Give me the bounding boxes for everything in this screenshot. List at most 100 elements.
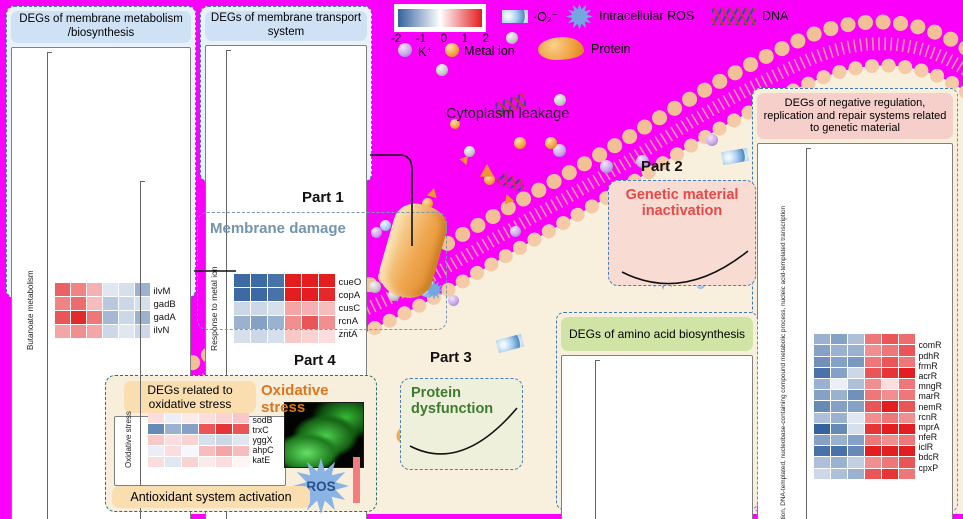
heatmap-cell (813, 345, 830, 356)
heatmap-cell (147, 445, 164, 456)
heatmap-cell (847, 356, 864, 367)
heatmap-cell (864, 468, 881, 479)
membrane-transport-panel: DEGs of membrane transport system Respon… (200, 6, 372, 519)
group-bracket (225, 50, 231, 519)
heatmap-cell (284, 288, 301, 301)
heatmap-cell (881, 446, 898, 457)
heatmap-cell (284, 330, 301, 343)
colorbar-tick: -2 (391, 33, 402, 45)
gene-label: zntA (338, 329, 358, 340)
heatmap-cell (164, 445, 181, 456)
group-bracket (594, 360, 600, 519)
dna-icon (712, 7, 756, 25)
heatmap-cell (134, 283, 150, 296)
heatmap-cell (830, 412, 847, 423)
heatmap-cell (70, 325, 86, 338)
heatmap-cell (250, 330, 267, 343)
heatmap-cell (267, 330, 284, 343)
heatmap-cell (847, 434, 864, 446)
heatmap-cell (864, 446, 881, 457)
heatmap-cell (898, 379, 915, 390)
heatmap-cell (86, 325, 102, 338)
gene-label: acrR (918, 370, 938, 381)
heatmap-cell (198, 445, 215, 456)
gene-label: ilvN (153, 324, 170, 336)
dna-label: DNA (762, 9, 789, 23)
heatmap-cell (181, 456, 198, 467)
heatmap-cell (284, 316, 301, 329)
heatmap-cell (881, 379, 898, 390)
protein-icon (538, 37, 584, 60)
heatmap-cell (301, 330, 318, 343)
heatmap-cell (813, 401, 830, 412)
heatmap-cell (284, 274, 301, 287)
metal-ion-icon (484, 174, 495, 185)
heatmap-cell (830, 468, 847, 479)
intracellular-ros-label: Intracellular ROS (599, 9, 695, 23)
heatmap-cell (847, 423, 864, 434)
heatmap-cell (215, 423, 232, 434)
gene-label: trxC (252, 424, 269, 435)
heatmap-cell (198, 456, 215, 467)
part3-title: Protein dysfunction (411, 385, 494, 417)
colorbar-tick: 2 (482, 33, 489, 45)
gene-label: sodB (252, 414, 273, 425)
part2-label: Part 2 (641, 158, 683, 175)
metal-ion-icon (545, 137, 557, 149)
heatmap-cell (70, 297, 86, 310)
heatmap-cell (898, 412, 915, 423)
gene-label: mprA (918, 421, 940, 432)
lipid-head-icon (554, 94, 566, 106)
heatmap-cell (102, 297, 118, 310)
heatmap-cell (830, 446, 847, 457)
heatmap-cell (54, 325, 70, 338)
heatmap-cell (830, 356, 847, 367)
part4-oxidative-stress-box: DEGs related to oxidative stress Oxidati… (105, 181, 377, 519)
genetic-material-heatmap: Negative regulation of transcription, DN… (757, 143, 953, 519)
ros-intensity-bar (353, 457, 360, 503)
heatmap-cell (164, 456, 181, 467)
heatmap-cell (847, 367, 864, 379)
amino-acid-panel: DEGs of amino acid biosynthesis Biosynth… (556, 312, 758, 519)
heatmap-cell (54, 311, 70, 324)
heatmap-cell (54, 297, 70, 310)
lipid-head-icon (436, 64, 448, 76)
gene-label: nemR (918, 401, 942, 412)
ros-burst-label: ROS (306, 478, 336, 494)
heatmap-cell (267, 274, 284, 287)
gene-label: cusC (338, 303, 361, 314)
part4-label: Part 4 (294, 352, 336, 369)
heatmap-cell (864, 367, 881, 379)
gene-label: iclR (918, 442, 934, 453)
potassium-ion-icon (636, 155, 649, 168)
part3-protein-dysfunction-box: Protein dysfunction (400, 378, 523, 470)
heatmap-cell (215, 434, 232, 445)
heatmap-cell (134, 311, 150, 324)
lipid-head-icon (464, 146, 475, 157)
heatmap-cell (118, 283, 134, 296)
heatmap-cell (864, 356, 881, 367)
membrane-metabolism-title: DEGs of membrane metabolism /biosynthesi… (11, 11, 191, 43)
heatmap-cell (250, 274, 267, 287)
potassium-ion-icon (600, 160, 613, 173)
part2-genetic-inactivation-box: Genetic material inactivation (608, 180, 756, 286)
colorbar-gradient (398, 9, 482, 27)
heatmap-cell (813, 468, 830, 479)
heatmap-cell (215, 412, 232, 423)
heatmap-cell (102, 283, 118, 296)
gene-label: copA (338, 290, 361, 301)
lipid-head-icon (506, 32, 518, 44)
colorbar-tick: 1 (461, 33, 469, 45)
heatmap-cell (847, 468, 864, 479)
oxidative-stress-heatmap: Oxidative stresssodBtrxCyggXahpCkatEC1C2… (114, 181, 286, 519)
gene-label: ahpC (252, 444, 274, 455)
heatmap-cell (881, 390, 898, 401)
heatmap-group-label: Negative regulation of transcription, DN… (779, 205, 787, 519)
heatmap-cell (147, 434, 164, 445)
heatmap-cell (898, 356, 915, 367)
gene-label: bdcR (918, 452, 940, 463)
heatmap-cell (864, 401, 881, 412)
heatmap-cell (847, 390, 864, 401)
heatmap-cell (898, 434, 915, 446)
gene-label: pdhR (918, 350, 940, 361)
